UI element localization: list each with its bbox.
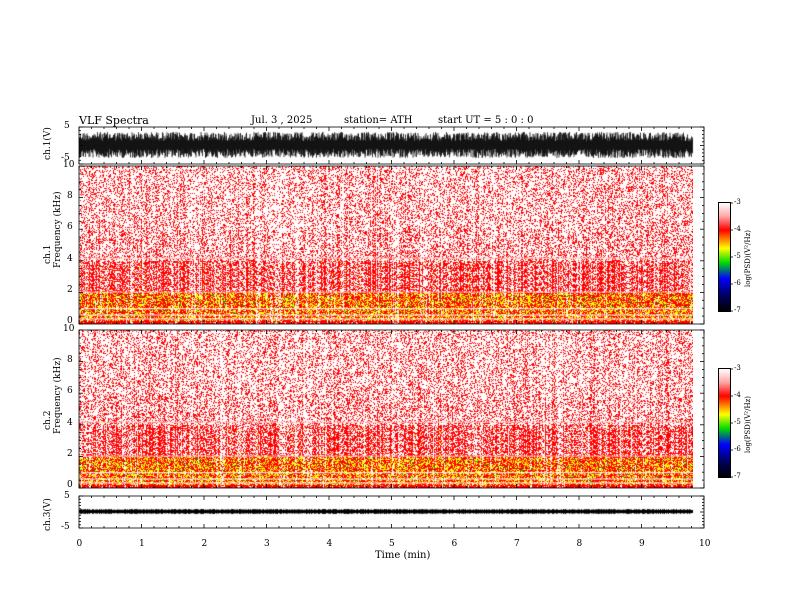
ch1-colorbar-tick-3: -6 <box>734 279 741 287</box>
ch1-ytick-bottom: -5 <box>61 153 70 163</box>
ch1-spectrogram-frame <box>78 165 705 325</box>
x-tick-label-8: 8 <box>576 539 583 549</box>
ch2-spec-ytick-4: 2 <box>67 448 73 459</box>
ch1-panel-frame <box>78 126 705 165</box>
date-label: Jul. 3 , 2025 <box>251 115 313 126</box>
station-label: station= ATH <box>344 115 413 126</box>
ch1-ytick-top: 5 <box>64 121 70 131</box>
ch1-spec-ylabel-top: ch.1 <box>43 244 53 264</box>
ch2-colorbar-label: log(PSD)(V²/Hz) <box>744 396 752 453</box>
ch2-colorbar-tick-4: -7 <box>734 472 741 480</box>
ch2-spec-ytick-2: 6 <box>67 386 73 397</box>
ch3-ytick-top: 5 <box>64 491 70 501</box>
x-tick-label-0: 0 <box>76 539 83 549</box>
ch1-ylabel: ch.1(V) <box>43 127 53 160</box>
ch2-spec-ytick-0: 10 <box>63 324 75 334</box>
ch3-ytick-bottom: -5 <box>61 522 70 532</box>
ch1-spec-ytick-1: 8 <box>67 191 73 202</box>
start-time-label: start UT = 5 : 0 : 0 <box>438 115 534 126</box>
chart-title: VLF Spectra <box>79 114 149 127</box>
ch2-spec-ylabel: Frequency (kHz) <box>53 357 63 434</box>
ch1-colorbar-label: log(PSD)(V²/Hz) <box>744 230 752 287</box>
ch2-spec-ytick-5: 0 <box>67 480 73 490</box>
x-axis-label: Time (min) <box>375 550 431 561</box>
ch1-spec-ytick-0: 10 <box>63 160 75 170</box>
ch3-ylabel: ch.3(V) <box>43 498 53 531</box>
ch1-colorbar-tick-4: -7 <box>734 306 741 314</box>
x-tick-label-10: 10 <box>699 539 711 549</box>
ch1-spec-ylabel: Frequency (kHz) <box>53 191 63 268</box>
ch2-colorbar-tick-0: -3 <box>734 364 741 372</box>
x-tick-label-4: 4 <box>326 539 333 549</box>
ch2-spec-ytick-3: 4 <box>67 417 73 428</box>
ch1-spectrogram-image <box>79 166 693 324</box>
ch2-spec-ytick-1: 8 <box>67 355 73 366</box>
x-tick-label-5: 5 <box>389 539 395 549</box>
ch1-colorbar-tick-1: -4 <box>734 225 741 233</box>
ch2-colorbar-tick-2: -5 <box>734 418 741 426</box>
ch1-spec-ytick-2: 6 <box>67 222 73 233</box>
ch3-panel-frame <box>78 495 705 529</box>
x-tick-label-7: 7 <box>514 539 520 549</box>
x-tick-label-9: 9 <box>639 539 645 549</box>
ch1-spec-ytick-4: 2 <box>67 284 73 295</box>
ch2-spectrogram-frame <box>78 329 705 489</box>
ch1-spec-ytick-5: 0 <box>67 316 73 326</box>
ch2-spectrogram-image <box>79 330 693 488</box>
ch1-spec-ytick-3: 4 <box>67 253 73 264</box>
ch2-spec-ylabel-top: ch.2 <box>43 410 53 430</box>
ch2-colorbar-tick-1: -4 <box>734 391 741 399</box>
ch3-waveform-trace <box>79 496 704 528</box>
x-tick-label-3: 3 <box>264 539 270 549</box>
ch1-colorbar-tick-0: -3 <box>734 198 741 206</box>
x-tick-label-6: 6 <box>451 539 458 549</box>
ch1-waveform-trace <box>79 127 704 164</box>
x-tick-label-1: 1 <box>139 539 145 549</box>
ch1-colorbar-tick-2: -5 <box>734 252 741 260</box>
ch2-colorbar-tick-3: -6 <box>734 445 741 453</box>
x-tick-label-2: 2 <box>201 539 208 549</box>
